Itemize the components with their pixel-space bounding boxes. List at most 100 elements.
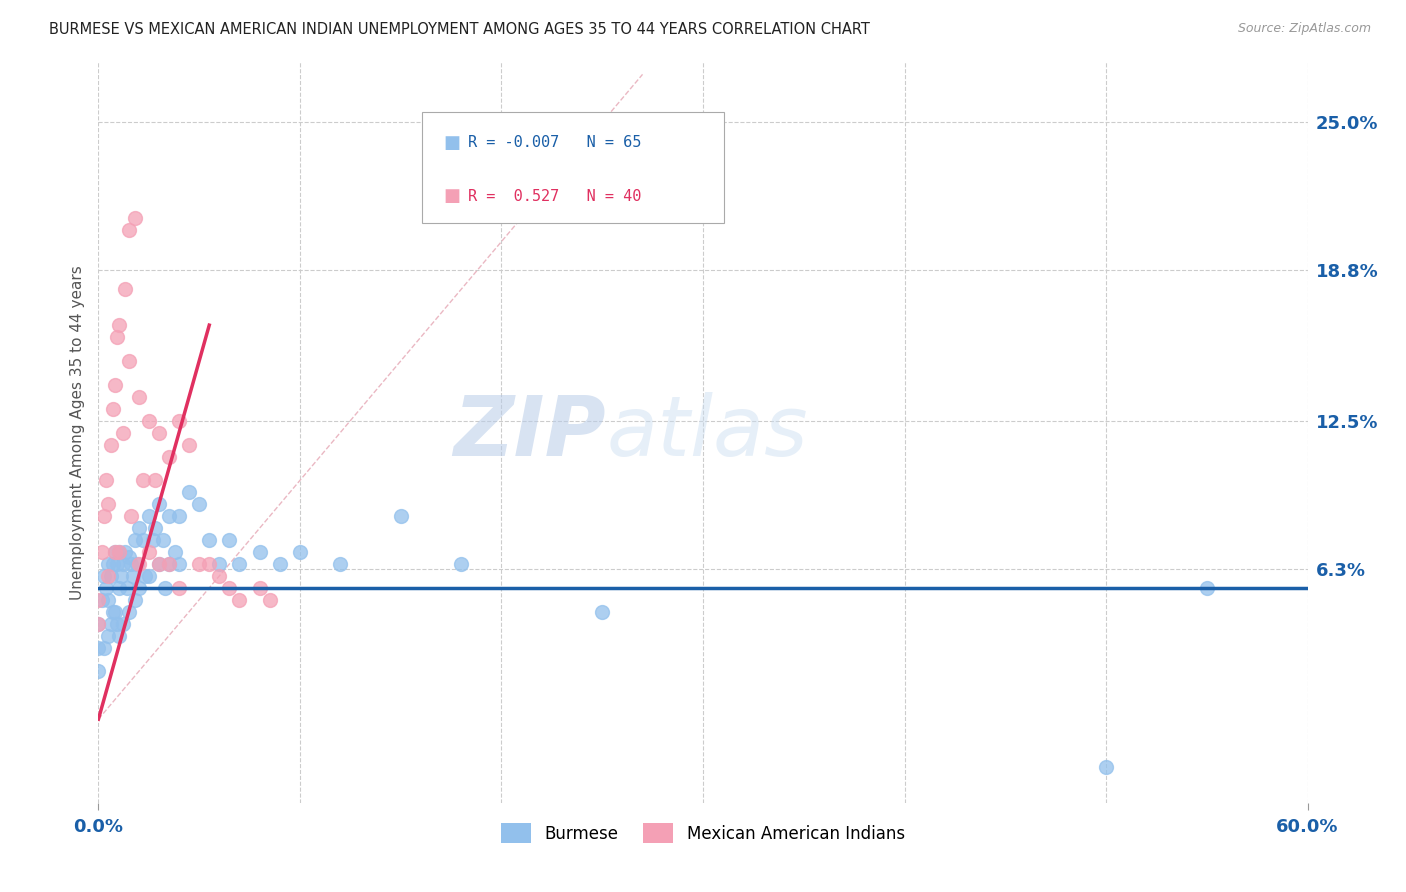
Point <box>249 581 271 595</box>
Point <box>142 533 165 547</box>
Text: BURMESE VS MEXICAN AMERICAN INDIAN UNEMPLOYMENT AMONG AGES 35 TO 44 YEARS CORREL: BURMESE VS MEXICAN AMERICAN INDIAN UNEMP… <box>49 22 870 37</box>
Point <box>100 616 122 631</box>
Point <box>97 592 120 607</box>
Point <box>163 545 186 559</box>
Point <box>101 401 124 416</box>
Point <box>100 569 122 583</box>
Point <box>450 557 472 571</box>
Point <box>153 581 176 595</box>
Point <box>118 354 141 368</box>
Point <box>105 557 128 571</box>
Point <box>218 533 240 547</box>
Point <box>179 485 201 500</box>
Point <box>148 557 170 571</box>
Point <box>111 425 134 440</box>
Point <box>132 474 155 488</box>
Point <box>269 557 291 571</box>
Point <box>128 390 150 404</box>
Point <box>208 557 231 571</box>
Point <box>114 545 136 559</box>
Point <box>128 581 150 595</box>
Point <box>138 509 160 524</box>
Point <box>105 330 128 344</box>
Point <box>125 557 148 571</box>
Point <box>97 557 120 571</box>
Point <box>93 640 115 655</box>
Point <box>143 474 166 488</box>
Point <box>138 569 160 583</box>
Point <box>111 557 134 571</box>
Point <box>93 509 115 524</box>
Point <box>107 545 129 559</box>
Point <box>228 557 250 571</box>
Point <box>87 640 110 655</box>
Point <box>124 533 146 547</box>
Point <box>101 605 124 619</box>
Point <box>157 557 180 571</box>
Point <box>96 474 118 488</box>
Point <box>138 414 160 428</box>
Point <box>97 629 120 643</box>
Point <box>111 616 134 631</box>
Point <box>167 509 190 524</box>
Point <box>124 211 146 225</box>
Point <box>148 497 170 511</box>
Point <box>115 581 138 595</box>
Point <box>188 497 211 511</box>
Point <box>124 592 146 607</box>
Point <box>103 605 125 619</box>
Text: R =  0.527   N = 40: R = 0.527 N = 40 <box>468 189 641 203</box>
Point <box>110 569 132 583</box>
Point <box>259 592 281 607</box>
Y-axis label: Unemployment Among Ages 35 to 44 years: Unemployment Among Ages 35 to 44 years <box>69 265 84 600</box>
Point <box>1095 760 1118 774</box>
Point <box>389 509 412 524</box>
Point <box>143 521 166 535</box>
Text: R = -0.007   N = 65: R = -0.007 N = 65 <box>468 136 641 150</box>
Point <box>288 545 311 559</box>
Point <box>167 581 190 595</box>
Point <box>103 545 125 559</box>
Point <box>87 592 110 607</box>
Point <box>121 569 143 583</box>
Point <box>138 545 160 559</box>
Point <box>107 545 129 559</box>
Point <box>128 521 150 535</box>
Point <box>208 569 231 583</box>
Legend: Burmese, Mexican American Indians: Burmese, Mexican American Indians <box>495 816 911 850</box>
Point <box>87 616 110 631</box>
Point <box>152 533 174 547</box>
Point <box>87 665 110 679</box>
Point <box>93 569 115 583</box>
Point <box>148 425 170 440</box>
Point <box>107 581 129 595</box>
Point <box>120 509 142 524</box>
Point <box>132 533 155 547</box>
Text: ZIP: ZIP <box>454 392 606 473</box>
Point <box>107 629 129 643</box>
Point <box>103 377 125 392</box>
Text: atlas: atlas <box>606 392 808 473</box>
Point <box>128 557 150 571</box>
Point <box>96 581 118 595</box>
Point <box>118 222 141 236</box>
Point <box>103 545 125 559</box>
Point <box>157 509 180 524</box>
Point <box>167 557 190 571</box>
Point <box>118 549 141 564</box>
Point <box>97 569 120 583</box>
Point <box>167 414 190 428</box>
Point <box>188 557 211 571</box>
Point <box>107 318 129 333</box>
Point <box>120 557 142 571</box>
Point <box>198 557 221 571</box>
Point <box>329 557 352 571</box>
Point <box>179 437 201 451</box>
Point <box>105 616 128 631</box>
Point <box>100 437 122 451</box>
Point <box>91 545 114 559</box>
Text: Source: ZipAtlas.com: Source: ZipAtlas.com <box>1237 22 1371 36</box>
Point <box>198 533 221 547</box>
Point <box>91 592 114 607</box>
Point <box>118 605 141 619</box>
